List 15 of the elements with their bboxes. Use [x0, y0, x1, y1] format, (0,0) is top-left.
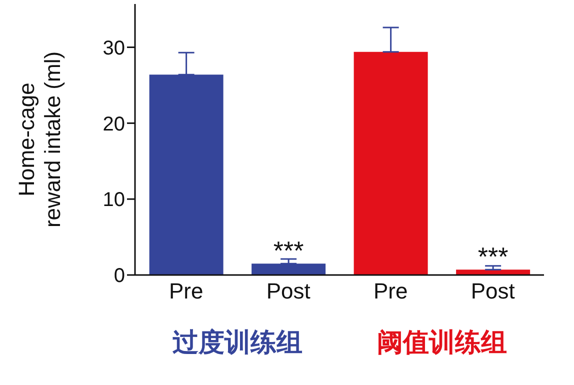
bar — [354, 52, 428, 275]
y-tick-label: 30 — [102, 37, 125, 60]
data-label: *** — [273, 236, 304, 266]
x-tick-label: Post — [266, 278, 310, 304]
text: 阈值训练组 — [376, 327, 508, 360]
y-axis-title: Home-cage reward intake (ml) — [14, 51, 65, 228]
text: 过度训练组 — [171, 327, 304, 360]
y-tick-label: 0 — [114, 265, 125, 288]
bar — [456, 270, 530, 275]
x-tick-label: Pre — [374, 278, 408, 304]
y-tick-label: 20 — [102, 113, 125, 136]
data-label: *** — [478, 242, 508, 272]
x-tick-label: Pre — [169, 278, 204, 304]
y-tick-label: 10 — [102, 189, 125, 212]
x-tick-label: Post — [470, 278, 515, 304]
